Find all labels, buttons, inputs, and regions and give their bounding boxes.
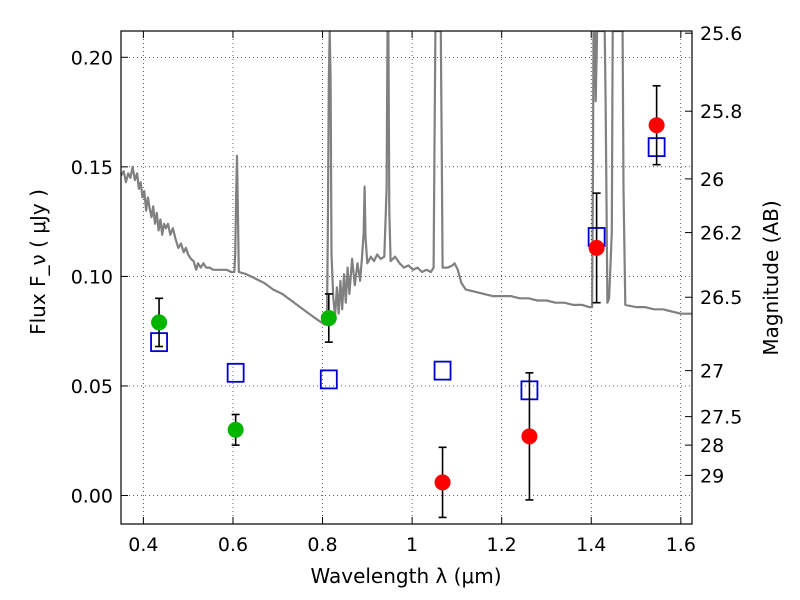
model-flux-square [433,360,452,381]
y-tick-label: 0.20 [71,47,113,69]
line-layer [121,31,692,326]
mag-tick-label: 25.6 [700,23,742,45]
model-flux-square [319,369,338,390]
mag-tick-label: 28 [700,435,724,457]
observed-flux-point [588,239,605,256]
x-tick-label: 1.6 [666,534,696,556]
x-tick-label: 0.4 [128,534,158,556]
x-tick-label: 1.4 [576,534,606,556]
x-tick-label: 0.8 [307,534,337,556]
x-tick-label: 1.2 [487,534,517,556]
mag-tick-label: 27.5 [700,407,742,429]
mag-tick-label: 29 [700,465,724,487]
mag-tick-label: 26.5 [700,287,742,309]
model-flux-square [226,362,245,383]
mag-tick-label: 27 [700,361,724,383]
model-spectrum-line [121,31,692,326]
x-axis-label: Wavelength λ (μm) [310,564,501,588]
mag-tick-label: 26.2 [700,223,742,245]
observed-flux-point [151,314,168,331]
observed-flux-point [320,310,337,327]
x-tick-label: 1 [406,534,418,556]
right-axis-label: Magnitude (AB) [759,200,783,355]
observed-flux-point [521,428,538,445]
y-tick-label: 0.00 [71,486,113,508]
observed-flux-point [648,117,665,134]
y-tick-label: 0.10 [71,266,113,288]
y-tick-label: 0.05 [71,376,113,398]
observed-flux-point [434,474,451,491]
observed-flux-point [227,421,244,438]
tick-layer: 0.4 0.6 0.8 1 1.2 1.4 1.6 0.00 0.05 0.10 0.15 0.20 2… [71,23,743,556]
y-tick-label: 0.15 [71,157,113,179]
mag-tick-label: 26 [700,169,724,191]
plot-frame [120,30,693,525]
mag-tick-label: 25.8 [700,101,742,123]
point-layer [150,84,666,519]
x-tick-label: 0.6 [218,534,248,556]
y-axis-label: Flux F_ν ( μJy ) [26,189,50,335]
